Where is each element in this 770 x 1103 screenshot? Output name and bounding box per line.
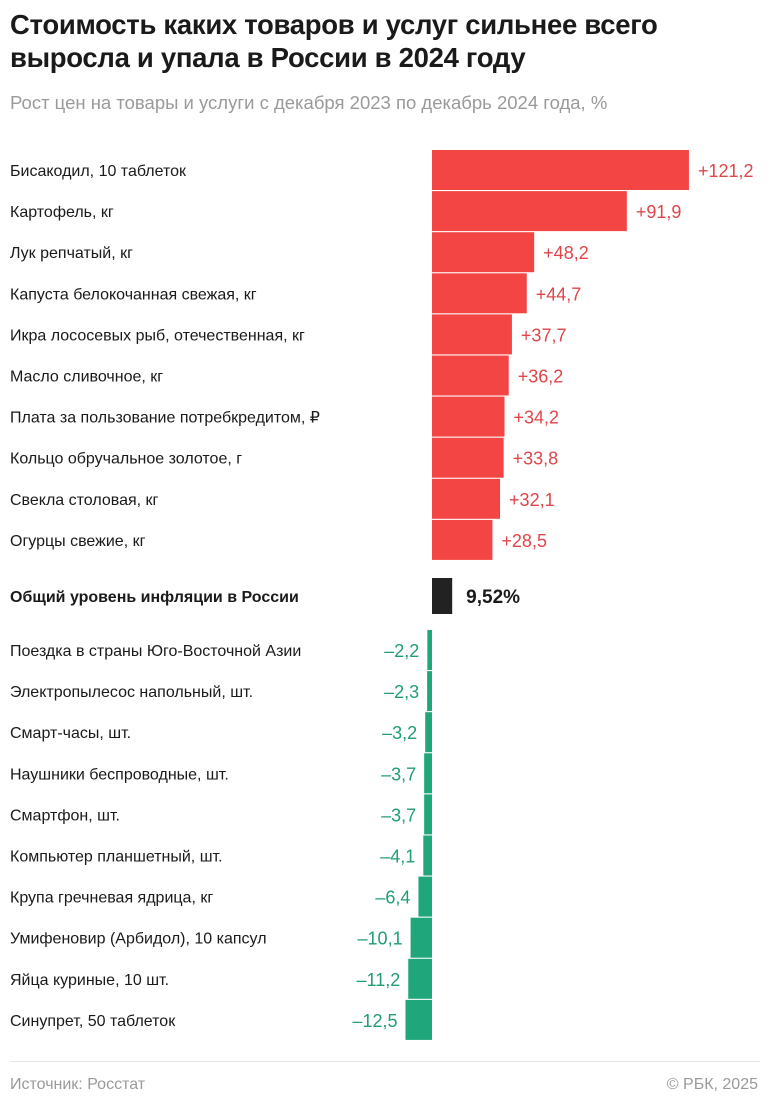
category-label: Кольцо обручальное золотое, г <box>10 451 242 468</box>
bar <box>432 437 504 478</box>
data-label: –12,5 <box>352 1011 397 1031</box>
bar <box>408 958 432 999</box>
bar <box>432 150 689 190</box>
data-label: –4,1 <box>380 847 415 867</box>
category-label: Лук репчатый, кг <box>10 245 133 262</box>
bar <box>427 630 432 670</box>
category-label: Общий уровень инфляции в России <box>10 589 299 606</box>
bar <box>432 519 493 560</box>
footer-divider <box>10 1061 760 1062</box>
category-label: Плата за пользование потребкредитом, ₽ <box>10 410 320 427</box>
data-label: +28,5 <box>501 531 547 551</box>
data-label: +48,2 <box>543 243 589 263</box>
category-label: Умифеновир (Арбидол), 10 капсул <box>10 931 267 948</box>
inflation-label: 9,52% <box>466 587 520 608</box>
category-label: Электропылесос напольный, шт. <box>10 684 253 701</box>
category-label: Синупрет, 50 таблеток <box>10 1013 176 1030</box>
data-label: –6,4 <box>375 888 410 908</box>
bar <box>405 999 432 1040</box>
copyright: © РБК, 2025 <box>666 1076 758 1093</box>
data-label: +33,8 <box>513 449 559 469</box>
inflation-bar <box>432 578 453 614</box>
bar <box>432 396 505 437</box>
bar <box>432 191 627 232</box>
bar <box>424 794 432 835</box>
bar <box>432 273 527 314</box>
chart-title: Стоимость каких товаров и услуг сильнее … <box>10 9 658 73</box>
data-label: –3,7 <box>381 764 416 784</box>
data-label: +44,7 <box>536 284 582 304</box>
bar <box>432 355 509 396</box>
bar <box>423 835 432 876</box>
data-label: +121,2 <box>698 161 754 181</box>
category-label: Картофель, кг <box>10 204 114 221</box>
category-label: Огурцы свежие, кг <box>10 533 146 550</box>
category-label: Масло сливочное, кг <box>10 369 163 386</box>
data-label: –3,2 <box>382 723 417 743</box>
bar <box>410 917 432 958</box>
bar <box>418 876 432 917</box>
data-label: +37,7 <box>521 325 567 345</box>
category-label: Смарт-часы, шт. <box>10 725 131 742</box>
bar <box>432 314 512 355</box>
bar <box>432 232 535 273</box>
bar <box>427 671 432 712</box>
category-label: Поездка в страны Юго-Восточной Азии <box>10 643 301 660</box>
category-label: Яйца куриные, 10 шт. <box>10 972 169 989</box>
category-label: Бисакодил, 10 таблеток <box>10 163 187 180</box>
data-label: –3,7 <box>381 805 416 825</box>
data-label: –11,2 <box>357 970 401 990</box>
category-label: Компьютер планшетный, шт. <box>10 849 223 866</box>
bar <box>432 478 501 519</box>
data-label: –10,1 <box>358 929 403 949</box>
category-label: Капуста белокочанная свежая, кг <box>10 286 257 303</box>
category-label: Смартфон, шт. <box>10 807 120 824</box>
data-label: +36,2 <box>518 367 564 387</box>
source-note: Источник: Росстат <box>10 1076 146 1093</box>
bar <box>425 712 432 753</box>
data-label: –2,2 <box>384 641 419 661</box>
data-label: +91,9 <box>636 202 682 222</box>
bar <box>424 753 432 794</box>
category-label: Крупа гречневая ядрица, кг <box>10 890 213 907</box>
category-label: Свекла столовая, кг <box>10 492 159 509</box>
data-label: +32,1 <box>509 490 555 510</box>
category-label: Наушники беспроводные, шт. <box>10 766 229 783</box>
data-label: +34,2 <box>514 408 560 428</box>
data-label: –2,3 <box>384 682 419 702</box>
category-label: Икра лососевых рыб, отечественная, кг <box>10 327 305 344</box>
chart-subtitle: Рост цен на товары и услуги с декабря 20… <box>10 92 608 113</box>
